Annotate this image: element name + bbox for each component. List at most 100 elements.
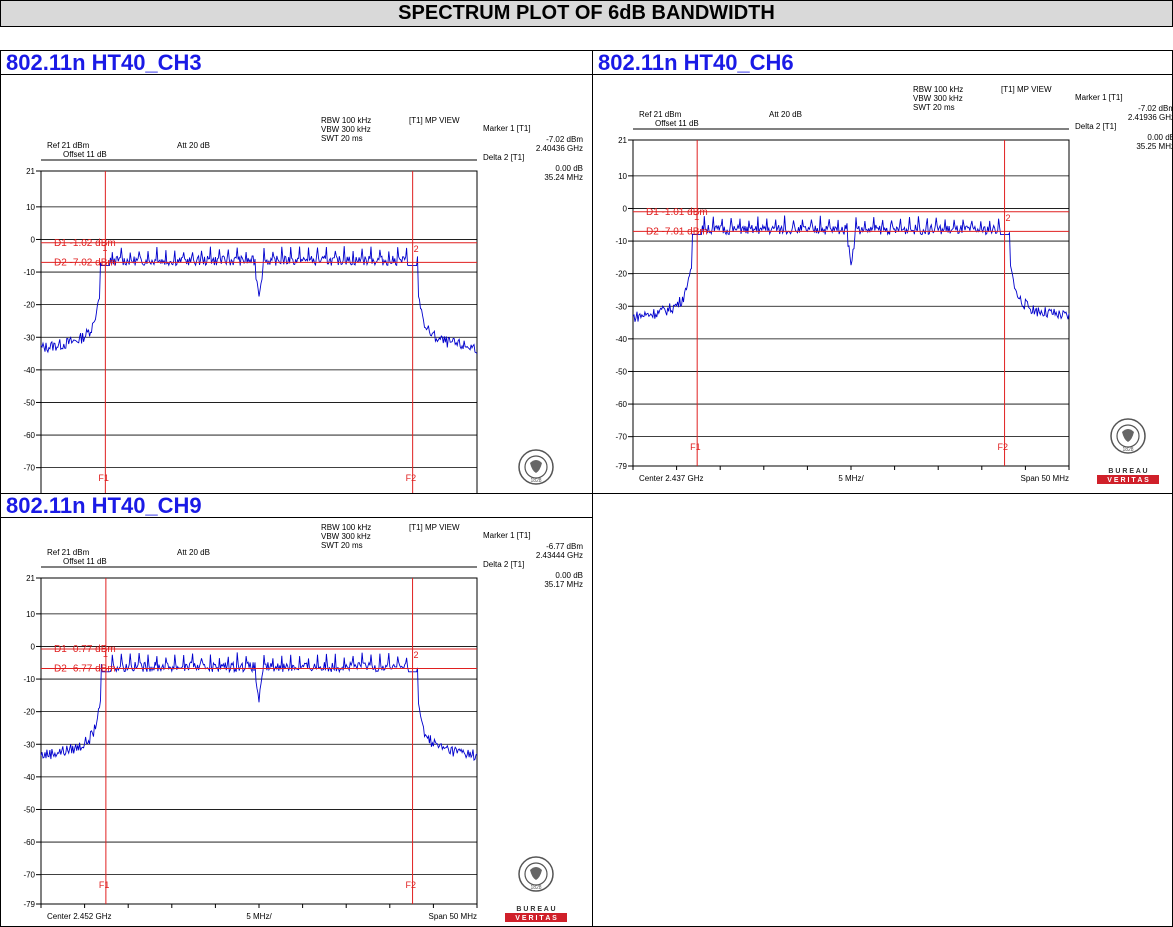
d2-label: D2 -6.77 dBm <box>54 664 116 675</box>
panel-ch3: 802.11n HT40_CH3 RBW 100 kHz VBW 300 kHz S… <box>0 50 595 496</box>
y-tick-label: 21 <box>618 136 627 145</box>
y-tick-label: -40 <box>615 335 627 344</box>
f1-label: F1 <box>98 473 109 483</box>
panel-title: 802.11n HT40_CH9 <box>1 494 594 518</box>
vbw-label: VBW 300 kHz <box>321 532 371 541</box>
y-tick-label: -20 <box>23 708 35 717</box>
marker1-frequency: 2.41936 GHz <box>1128 113 1172 122</box>
attenuation-label: Att 20 dB <box>177 548 210 557</box>
panel-ch6: 802.11n HT40_CH6 RBW 100 kHz VBW 300 kHz S… <box>592 50 1173 496</box>
bureau-veritas-seal-icon: 1828 B U R E A U V E R I T A S <box>505 856 567 922</box>
y-tick-label: 10 <box>618 172 627 181</box>
y-tick-label: -79 <box>23 900 35 909</box>
y-tick-label: -20 <box>615 270 627 279</box>
marker-1-tag: 1 <box>102 243 107 253</box>
y-tick-label: -30 <box>23 333 35 342</box>
page-title: SPECTRUM PLOT OF 6dB BANDWIDTH <box>0 0 1173 27</box>
division-label: 5 MHz/ <box>838 474 864 483</box>
f1-label: F1 <box>99 880 110 890</box>
y-tick-label: -10 <box>23 675 35 684</box>
seal-year: 1828 <box>530 885 541 891</box>
span-label: Span 50 MHz <box>429 912 477 921</box>
y-tick-label: -70 <box>23 464 35 473</box>
marker1-label: Marker 1 [T1] <box>483 124 531 133</box>
y-tick-label: 0 <box>31 235 36 244</box>
swt-label: SWT 20 ms <box>321 541 363 550</box>
delta2-frequency: 35.25 MHz <box>1136 142 1172 151</box>
plot-frame <box>40 170 478 495</box>
y-tick-label: -60 <box>615 400 627 409</box>
marker1-frequency: 2.43444 GHz <box>536 551 583 560</box>
marker-1-tag: 1 <box>694 212 699 222</box>
logo-text-veritas: V E R I T A S <box>515 915 557 922</box>
delta2-label: Delta 2 [T1] <box>483 153 524 162</box>
y-tick-label: -70 <box>23 871 35 880</box>
spectrum-plot: RBW 100 kHz VBW 300 kHz SWT 20 ms [T1] MP V… <box>1 518 594 926</box>
delta2-label: Delta 2 [T1] <box>483 560 524 569</box>
delta2-level: 0.00 dB <box>555 164 583 173</box>
ref-level-label: Ref 21 dBm <box>639 110 682 119</box>
y-tick-label: -70 <box>615 433 627 442</box>
attenuation-label: Att 20 dB <box>177 141 210 150</box>
rbw-label: RBW 100 kHz <box>913 85 963 94</box>
marker1-level: -7.02 dBm <box>546 135 583 144</box>
ref-level-label: Ref 21 dBm <box>47 141 90 150</box>
delta2-frequency: 35.24 MHz <box>544 173 583 182</box>
spectrum-plot: RBW 100 kHz VBW 300 kHz SWT 20 ms [T1] MP V… <box>1 75 594 495</box>
marker1-level: -6.77 dBm <box>546 542 583 551</box>
y-tick-label: -50 <box>615 367 627 376</box>
d1-label: D1 -1.02 dBm <box>54 238 116 249</box>
y-tick-label: 21 <box>26 167 35 176</box>
f2-label: F2 <box>998 442 1009 452</box>
offset-label: Offset 11 dB <box>63 150 107 159</box>
y-tick-label: -50 <box>23 805 35 814</box>
y-tick-label: 0 <box>623 204 628 213</box>
y-tick-label: 21 <box>26 574 35 583</box>
rbw-label: RBW 100 kHz <box>321 523 371 532</box>
y-tick-label: -40 <box>23 773 35 782</box>
y-tick-label: -79 <box>615 462 627 471</box>
logo-badge <box>505 913 567 922</box>
mode-label: [T1] MP VIEW <box>409 523 460 532</box>
logo-text-bureau: B U R E A U <box>1108 468 1147 475</box>
y-tick-label: -50 <box>23 398 35 407</box>
d2-label: D2 -7.01 dBm <box>646 226 708 237</box>
seal-year: 1828 <box>530 478 541 484</box>
f2-label: F2 <box>406 473 417 483</box>
spectrum-trace <box>40 652 478 761</box>
rbw-label: RBW 100 kHz <box>321 116 371 125</box>
y-tick-label: -10 <box>23 268 35 277</box>
swt-label: SWT 20 ms <box>913 103 955 112</box>
plot-frame <box>40 577 478 905</box>
d1-label: D1 -1.01 dBm <box>646 207 708 218</box>
offset-label: Offset 11 dB <box>655 119 699 128</box>
marker1-level: -7.02 dBm <box>1138 104 1172 113</box>
y-tick-label: 0 <box>31 642 36 651</box>
mode-label: [T1] MP VIEW <box>1001 85 1052 94</box>
y-tick-label: -60 <box>23 838 35 847</box>
panel-title: 802.11n HT40_CH6 <box>593 51 1172 75</box>
y-tick-label: -40 <box>23 366 35 375</box>
y-tick-label: -20 <box>23 301 35 310</box>
mode-label: [T1] MP VIEW <box>409 116 460 125</box>
logo-text-bureau: B U R E A U <box>516 906 555 913</box>
swt-label: SWT 20 ms <box>321 134 363 143</box>
y-tick-label: -60 <box>23 431 35 440</box>
vbw-label: VBW 300 kHz <box>913 94 963 103</box>
marker-2-tag: 2 <box>414 244 419 254</box>
delta2-label: Delta 2 [T1] <box>1075 122 1116 131</box>
marker1-label: Marker 1 [T1] <box>1075 93 1123 102</box>
division-label: 5 MHz/ <box>246 912 272 921</box>
spectrum-plot: RBW 100 kHz VBW 300 kHz SWT 20 ms [T1] MP V… <box>593 75 1172 495</box>
logo-badge <box>1097 475 1159 484</box>
offset-label: Offset 11 dB <box>63 557 107 566</box>
panel-ch9: 802.11n HT40_CH9 RBW 100 kHz VBW 300 kHz S… <box>0 493 595 927</box>
logo-text-veritas: V E R I T A S <box>1107 477 1149 484</box>
marker-1-tag: 1 <box>103 649 108 659</box>
marker1-label: Marker 1 [T1] <box>483 531 531 540</box>
